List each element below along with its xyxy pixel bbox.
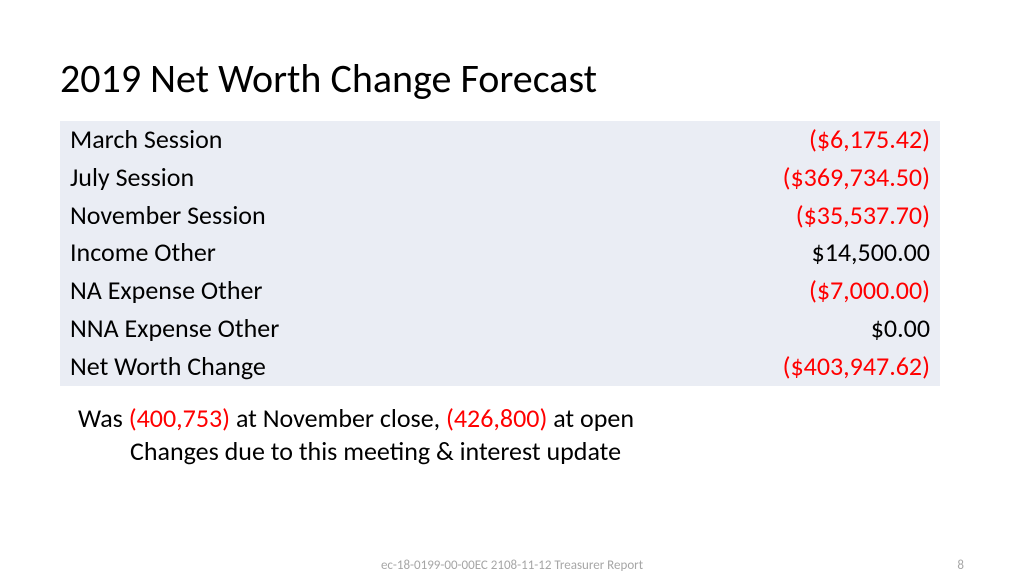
table-row: March Session($6,175.42) xyxy=(60,121,940,159)
table-row: NNA Expense Other$0.00 xyxy=(60,310,940,348)
row-label: NNA Expense Other xyxy=(60,310,600,348)
row-value: ($35,537.70) xyxy=(600,197,940,235)
table-row: Income Other$14,500.00 xyxy=(60,234,940,272)
row-label: Income Other xyxy=(60,234,600,272)
note1-val1: (400,753) xyxy=(129,402,230,434)
row-label: July Session xyxy=(60,159,600,197)
row-value: ($403,947.62) xyxy=(600,348,940,386)
slide-title: 2019 Net Worth Change Forecast xyxy=(60,54,964,103)
note-line-2: Changes due to this meeting & interest u… xyxy=(78,435,964,469)
note1-suffix: at open xyxy=(547,402,634,434)
slide: 2019 Net Worth Change Forecast March Ses… xyxy=(0,0,1024,469)
table-row: July Session($369,734.50) xyxy=(60,159,940,197)
row-value: ($7,000.00) xyxy=(600,272,940,310)
row-value: $0.00 xyxy=(600,310,940,348)
row-value: $14,500.00 xyxy=(600,234,940,272)
row-label: NA Expense Other xyxy=(60,272,600,310)
table-row: NA Expense Other($7,000.00) xyxy=(60,272,940,310)
row-label: March Session xyxy=(60,121,600,159)
footer-doc-id: ec-18-0199-00-00EC 2108-11-12 Treasurer … xyxy=(381,558,643,573)
note-line-1: Was (400,753) at November close, (426,80… xyxy=(78,402,964,436)
row-value: ($369,734.50) xyxy=(600,159,940,197)
note1-mid: at November close, xyxy=(230,402,446,434)
note1-prefix: Was xyxy=(78,402,129,434)
row-label: November Session xyxy=(60,197,600,235)
table-row: Net Worth Change($403,947.62) xyxy=(60,348,940,386)
note1-val2: (426,800) xyxy=(446,402,547,434)
footer-page-number: 8 xyxy=(957,558,964,573)
table-row: November Session($35,537.70) xyxy=(60,197,940,235)
row-value: ($6,175.42) xyxy=(600,121,940,159)
notes-block: Was (400,753) at November close, (426,80… xyxy=(60,402,964,470)
forecast-table: March Session($6,175.42)July Session($36… xyxy=(60,121,940,386)
row-label: Net Worth Change xyxy=(60,348,600,386)
